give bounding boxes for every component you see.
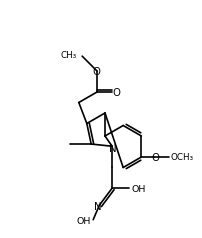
Text: O: O bbox=[92, 67, 100, 77]
Text: OH: OH bbox=[76, 217, 91, 226]
Text: N: N bbox=[109, 144, 116, 154]
Text: OCH₃: OCH₃ bbox=[170, 154, 193, 163]
Text: O: O bbox=[150, 153, 158, 163]
Text: OH: OH bbox=[131, 185, 145, 194]
Text: N: N bbox=[93, 202, 101, 212]
Text: CH₃: CH₃ bbox=[61, 51, 77, 60]
Text: O: O bbox=[112, 88, 120, 98]
